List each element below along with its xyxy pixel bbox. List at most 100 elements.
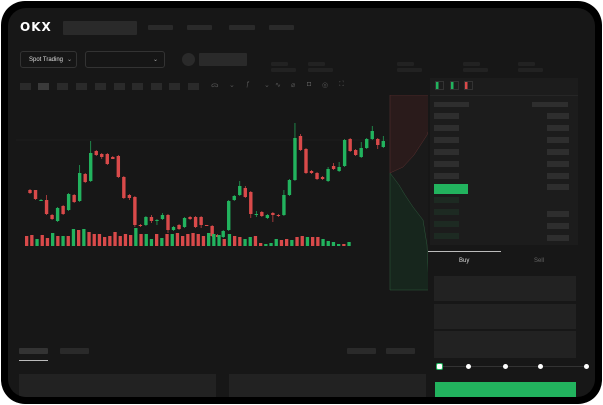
volume-bar	[144, 234, 148, 246]
candle	[304, 149, 308, 173]
candle	[320, 177, 325, 179]
depth-bids-area	[389, 172, 428, 291]
volume-bar	[77, 230, 81, 246]
filter-button[interactable]	[347, 348, 376, 354]
candle	[133, 197, 137, 225]
search-placeholder[interactable]	[63, 21, 137, 35]
volume-bar	[196, 234, 200, 246]
volume-bar	[30, 235, 34, 246]
amount-slider-track[interactable]	[439, 366, 587, 367]
depth-asks-area	[389, 95, 428, 174]
ask-amount	[547, 113, 569, 119]
volume-bar	[269, 243, 273, 246]
buy-button[interactable]	[435, 382, 576, 397]
stat-label	[463, 62, 480, 66]
candle	[376, 139, 380, 145]
ask-amount	[547, 173, 569, 179]
candle	[243, 188, 247, 197]
candle	[160, 215, 165, 219]
volume-bar	[321, 239, 325, 246]
nav-item[interactable]	[269, 25, 294, 30]
candle	[116, 156, 121, 177]
amount-input[interactable]	[434, 304, 576, 329]
chevron-down-icon[interactable]: ⌄	[264, 82, 270, 89]
volume-bar	[295, 237, 299, 246]
okx-logo[interactable]: OKX	[20, 20, 52, 34]
slider-step-25[interactable]	[466, 364, 471, 369]
volume-bar	[331, 242, 336, 246]
candle	[271, 213, 275, 215]
slider-step-50[interactable]	[503, 364, 508, 369]
timeframe-button[interactable]	[95, 83, 106, 90]
timeframe-button[interactable]	[20, 83, 31, 90]
timeframe-button[interactable]	[132, 83, 143, 90]
total-input[interactable]	[434, 331, 576, 358]
candle	[44, 200, 49, 214]
volume-bar	[201, 236, 206, 246]
camera-icon[interactable]: ◘	[307, 81, 312, 88]
timeframe-button[interactable]	[151, 83, 162, 90]
stat-value	[271, 68, 296, 72]
volume-bar	[264, 244, 268, 246]
timeframe-button[interactable]	[76, 83, 87, 90]
nav-item[interactable]	[187, 25, 212, 30]
candle	[100, 154, 104, 157]
timeframe-button[interactable]	[57, 83, 68, 90]
volume-bar	[316, 237, 320, 246]
filter-button[interactable]	[386, 348, 415, 354]
timeframe-button-active[interactable]	[38, 83, 49, 90]
tab-sell[interactable]: Sell	[534, 258, 545, 264]
pair-dropdown[interactable]: ⌄	[85, 51, 165, 68]
candle	[265, 215, 270, 218]
slider-step-100[interactable]	[584, 364, 589, 369]
tab-history[interactable]	[60, 348, 89, 354]
orderbook-asks-icon[interactable]	[464, 81, 473, 90]
timeframe-button[interactable]	[169, 83, 180, 90]
volume-bar	[248, 237, 252, 246]
fullscreen-icon[interactable]: ⛶	[339, 81, 344, 88]
orderbook-both-icon[interactable]	[435, 81, 444, 90]
volume-bar	[71, 229, 76, 246]
tab-buy[interactable]: Buy	[459, 258, 470, 264]
tab-open-orders[interactable]	[19, 348, 48, 354]
orderbook-bids-icon[interactable]	[450, 81, 459, 90]
stat-value	[518, 68, 543, 72]
volume-bar	[217, 235, 221, 246]
candle	[348, 139, 352, 151]
volume-bar	[259, 243, 263, 246]
volume-bar	[103, 237, 107, 246]
settings-icon[interactable]: ◎	[322, 82, 329, 89]
volume-bar	[139, 234, 143, 246]
stat-value	[308, 68, 333, 72]
candle	[249, 192, 253, 214]
candle	[227, 201, 231, 230]
line-tool-icon[interactable]: ∿	[275, 82, 281, 89]
volume-bar	[227, 234, 232, 246]
timeframe-button[interactable]	[114, 83, 125, 90]
market-type-dropdown[interactable]: Spot Trading ⌄	[20, 51, 77, 68]
candle	[359, 148, 363, 157]
volume-bar	[87, 232, 91, 246]
price-input[interactable]	[434, 276, 576, 301]
buy-tab-indicator	[428, 251, 501, 252]
ask-price	[434, 173, 459, 179]
candlestick-chart[interactable]	[16, 95, 428, 331]
ruler-icon[interactable]: ⌀	[291, 82, 296, 89]
candle	[238, 186, 242, 195]
nav-item[interactable]	[148, 25, 173, 30]
candle-type-icon[interactable]: ᯅ	[211, 82, 219, 89]
slider-step-75[interactable]	[538, 364, 543, 369]
candle	[122, 177, 126, 198]
candle	[199, 217, 203, 225]
volume-bar	[253, 236, 258, 246]
nav-item[interactable]	[229, 25, 255, 30]
indicator-icon[interactable]: ƒ	[246, 81, 250, 88]
candle	[353, 150, 358, 155]
amount-slider-handle[interactable]	[436, 363, 443, 370]
ask-amount	[547, 149, 569, 155]
candle	[331, 166, 336, 169]
timeframe-button[interactable]	[188, 83, 199, 90]
volume-bar	[274, 239, 278, 246]
chevron-down-icon[interactable]: ⌄	[229, 82, 235, 89]
bid-price	[434, 197, 459, 203]
